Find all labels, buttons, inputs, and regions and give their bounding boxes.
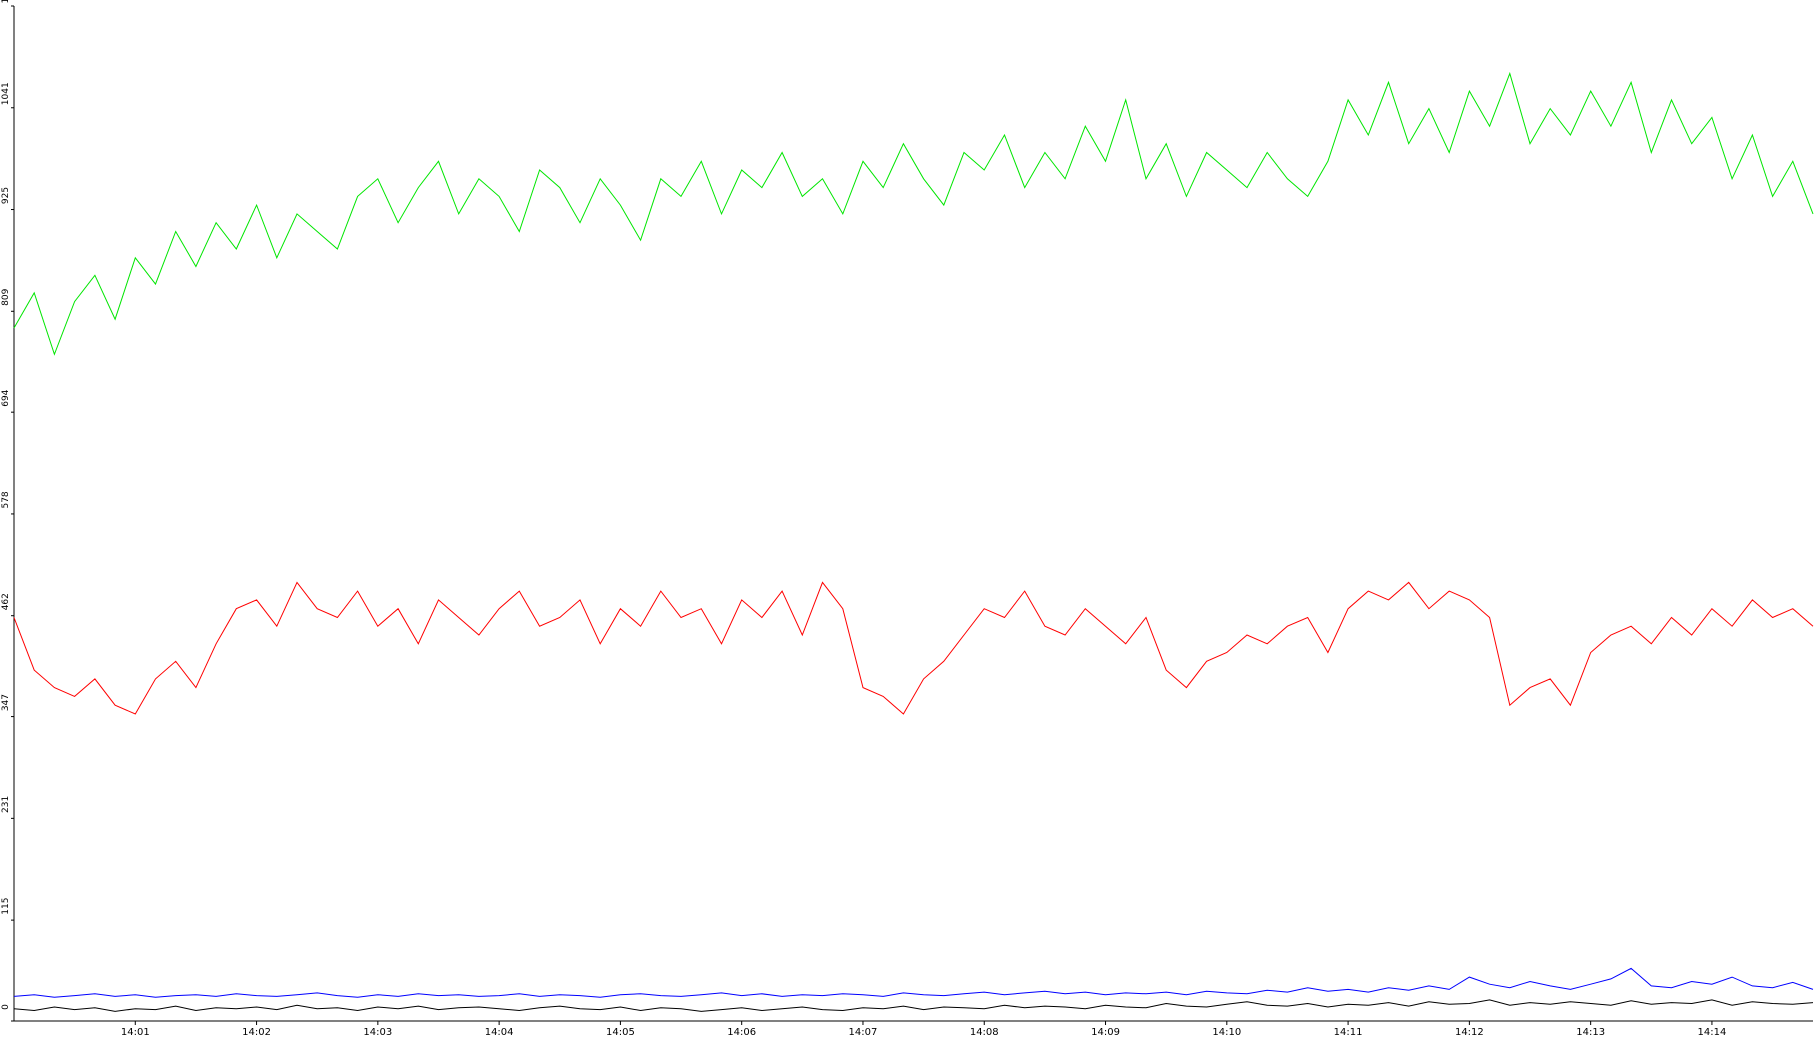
y-tick-label: 115 <box>1 898 11 915</box>
y-tick-label: 347 <box>1 694 11 711</box>
x-tick-label: 14:08 <box>970 1027 999 1038</box>
x-tick-label: 14:09 <box>1091 1027 1120 1038</box>
x-tick-label: 14:14 <box>1698 1027 1727 1038</box>
x-tick-label: 14:11 <box>1334 1027 1363 1038</box>
series-line <box>13 71 1814 356</box>
x-tick-label: 14:06 <box>727 1027 756 1038</box>
series-line <box>13 967 1814 998</box>
x-tick-label: 14:02 <box>242 1027 271 1038</box>
y-tick-label: 462 <box>1 593 11 610</box>
series-line <box>13 581 1814 715</box>
y-tick-label: 1041 <box>1 82 11 105</box>
x-tick-label: 14:13 <box>1576 1027 1605 1038</box>
x-tick-label: 14:01 <box>121 1027 150 1038</box>
y-tick-label: 925 <box>1 187 11 204</box>
y-tick-label: 694 <box>1 389 11 406</box>
y-tick-label: 578 <box>1 491 11 508</box>
y-tick-label: 231 <box>1 796 11 813</box>
x-tick-label: 14:12 <box>1455 1027 1484 1038</box>
x-tick-label: 14:03 <box>363 1027 392 1038</box>
x-tick-label: 14:07 <box>849 1027 878 1038</box>
y-tick-label: 809 <box>1 288 11 305</box>
x-tick-label: 14:04 <box>485 1027 514 1038</box>
y-tick-label: 0 <box>1 1004 11 1010</box>
series-line <box>13 999 1814 1012</box>
x-tick-label: 14:10 <box>1212 1027 1241 1038</box>
y-tick-label: 1157 <box>1 0 11 3</box>
x-tick-label: 14:05 <box>606 1027 635 1038</box>
